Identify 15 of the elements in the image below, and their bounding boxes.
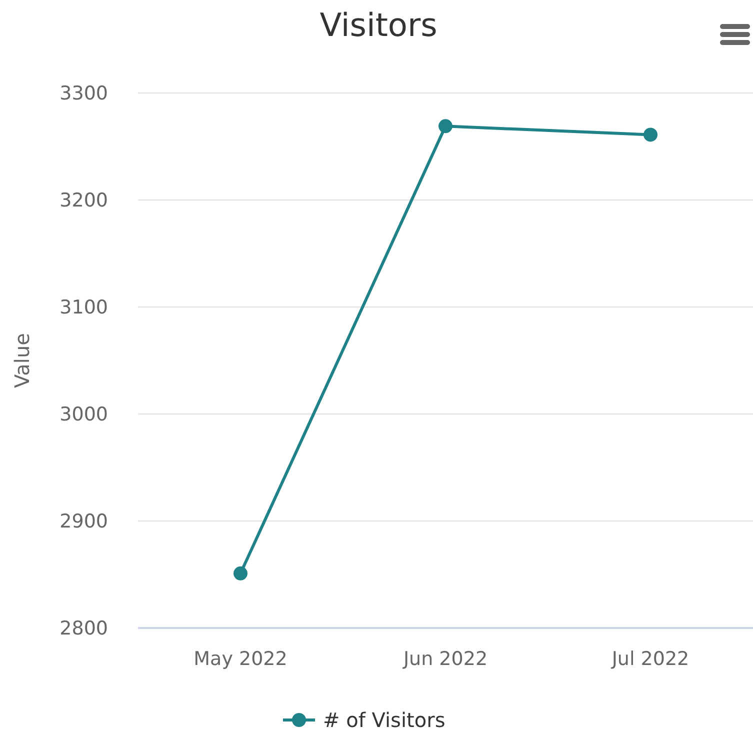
y-tick-label: 3200 [60,190,108,212]
x-tick-label: May 2022 [194,648,288,670]
y-tick-label: 2900 [60,510,108,533]
legend-label: # of Visitors [323,708,446,732]
y-tick-label: 3100 [60,296,108,319]
point [644,128,658,142]
point [438,119,452,134]
y-tick-label: 3300 [60,82,108,105]
y-tick-label: 2800 [60,618,108,640]
x-tick-label: Jun 2022 [402,648,488,670]
y-tick-label: 3000 [60,404,108,426]
chart-title: Visitors [320,6,438,44]
y-axis-title: Value [10,333,34,388]
x-tick-label: Jul 2022 [610,648,690,670]
point [234,566,248,580]
